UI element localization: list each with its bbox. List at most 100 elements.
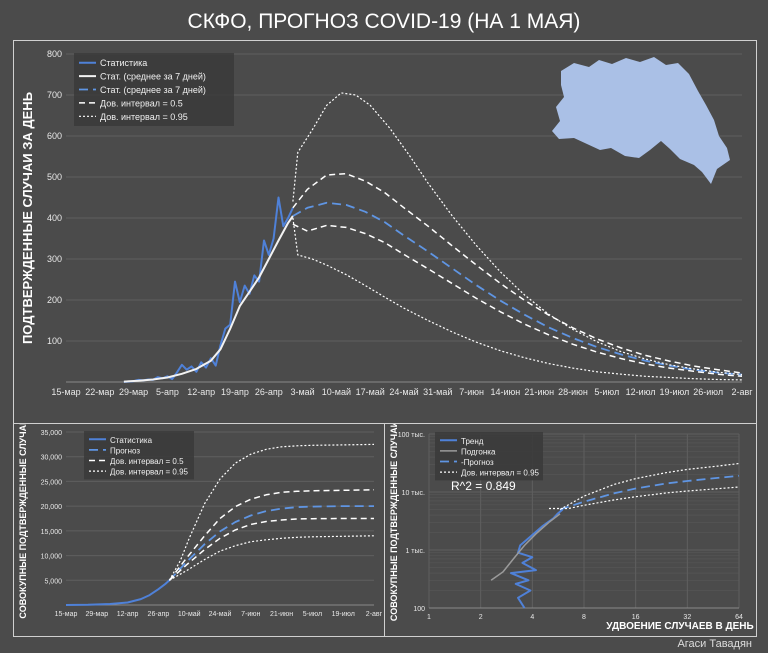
- x-tick-label: 10-май: [322, 387, 351, 397]
- cumulative-cases-chart: 5,000 10,000 15,000 20,000 25,000 30,000 35,00…: [18, 424, 383, 619]
- x-tick-label: 15-мар: [55, 611, 78, 618]
- series-line-dash-blue: [292, 201, 743, 376]
- series-line-solid-gray: [490, 513, 561, 581]
- x-tick-label: 19-июл: [332, 611, 355, 618]
- daily-cases-chart: 100 200 300 400 500 600 700 800 15-мар 22-мар 29-м…: [20, 49, 753, 397]
- y-tick-label: 200: [47, 295, 62, 305]
- y-tick-label: 700: [47, 90, 62, 100]
- x-tick-label: 21-июн: [524, 387, 554, 397]
- x-tick-label: 19-апр: [221, 387, 249, 397]
- x-tick-label: 14-июн: [491, 387, 521, 397]
- y-tick-label: 25,000: [41, 479, 63, 486]
- legend-entry: -Прогноз: [461, 458, 494, 467]
- x-tick-label: 12-апр: [187, 387, 215, 397]
- x-tick-label: 24-май: [389, 387, 418, 397]
- y-tick-label: 10 тыс.: [402, 490, 425, 497]
- y-axis-label: ПОДТВЕРЖДЕННЫЕ СЛУЧАИ ЗА ДЕНЬ: [20, 92, 35, 344]
- y-tick-label: 500: [47, 172, 62, 182]
- r-squared-annotation: R^2 = 0.849: [451, 479, 516, 493]
- series-line-dot-white: [549, 486, 740, 510]
- y-tick-label: 35,000: [41, 430, 63, 437]
- legend-entry: Дов. интервал = 0.95: [110, 468, 189, 477]
- series-line-dash-blue: [559, 474, 740, 511]
- x-tick-label: 29-мар: [119, 387, 148, 397]
- legend-entry: Стат. (среднее за 7 дней): [100, 85, 206, 95]
- author-credit: Агаси Тавадян: [677, 638, 752, 650]
- series-line-dash-blue: [168, 505, 374, 581]
- x-tick-label: 31-май: [423, 387, 452, 397]
- x-tick-label: 29-мар: [85, 611, 108, 618]
- legend-entry: Прогноз: [110, 446, 140, 455]
- y-tick-label: 100: [413, 606, 425, 613]
- legend-entry: Дов. интервал = 0.95: [461, 469, 540, 478]
- series-line-dot-white: [292, 92, 743, 376]
- x-axis-label: УДВОЕНИЕ СЛУЧАЕВ В ДЕНЬ: [606, 621, 753, 632]
- y-tick-label: 1 тыс.: [405, 548, 425, 555]
- region-map-shape: [552, 57, 730, 184]
- y-tick-label: 300: [47, 254, 62, 264]
- legend-entry: Дов. интервал = 0.5: [110, 457, 184, 466]
- x-tick-label: 2-авг: [366, 611, 383, 618]
- y-tick-label: 100: [47, 336, 62, 346]
- legend-entry: Подгонка: [461, 447, 496, 456]
- x-tick-label: 5-июл: [594, 387, 619, 397]
- y-tick-label: 20,000: [41, 504, 63, 511]
- x-tick-label: 26-июл: [693, 387, 723, 397]
- page-title: СКФО, ПРОГНОЗ COVID-19 (НА 1 МАЯ): [187, 10, 581, 33]
- x-tick-label: 15-мар: [51, 387, 80, 397]
- x-tick-label: 22-мар: [85, 387, 114, 397]
- y-tick-label: 30,000: [41, 455, 63, 462]
- legend-entry: Дов. интервал = 0.95: [100, 112, 188, 122]
- x-tick-label: 26-апр: [148, 611, 170, 618]
- doubling-chart: 100 1 тыс. 10 тыс. 100 тыс. 1 2 4 8 16 32 64 СОВОКУ…: [389, 424, 754, 632]
- series-line-solid-blue: [123, 196, 294, 383]
- series-line-dot-white: [559, 462, 740, 511]
- x-tick-label: 5-июл: [303, 611, 322, 618]
- legend-entry: Дов. интервал = 0.5: [100, 98, 183, 108]
- y-axis-label: СОВОКУПНЫЕ ПОДТВЕРЖДЕННЫЕ СЛУЧАИ: [18, 424, 28, 619]
- x-tick-label: 7-июн: [241, 611, 260, 618]
- y-tick-label: 15,000: [41, 529, 63, 536]
- x-tick-label: 12-апр: [117, 611, 139, 618]
- x-tick-label: 17-май: [356, 387, 385, 397]
- series-line-solid-white: [123, 215, 294, 383]
- y-tick-label: 10,000: [41, 554, 63, 561]
- legend-entry: Тренд: [461, 437, 484, 446]
- x-tick-label: 21-июн: [270, 611, 293, 618]
- x-tick-label: 12-июл: [626, 387, 656, 397]
- x-tick-label: 2: [479, 614, 483, 621]
- y-axis-label: СОВОКУПНЫЕ ПОДТВЕРЖДЕННЫЕ СЛУЧАИ: [389, 424, 399, 621]
- series-line-solid-blue: [65, 579, 171, 606]
- x-tick-label: 24-май: [209, 610, 232, 618]
- y-tick-label: 600: [47, 131, 62, 141]
- doubling-panel: 100 1 тыс. 10 тыс. 100 тыс. 1 2 4 8 16 32 64 СОВОКУ…: [384, 423, 757, 637]
- series-line-dash-white: [168, 489, 375, 581]
- series-line-dot-white: [292, 217, 743, 381]
- legend-entry: Статистика: [100, 58, 147, 68]
- legend-box: [74, 53, 234, 126]
- series-line-dash-white: [168, 517, 374, 581]
- x-tick-label: 10-май: [178, 610, 201, 618]
- legend-entry: Статистика: [110, 436, 153, 445]
- x-tick-label: 3-май: [290, 387, 314, 397]
- y-tick-label: 5,000: [44, 578, 62, 585]
- series-line-dot-white: [168, 443, 375, 581]
- cumulative-cases-panel: 5,000 10,000 15,000 20,000 25,000 30,000 35,00…: [13, 423, 385, 637]
- x-tick-label: 16: [632, 614, 640, 621]
- series-line-dot-white: [169, 535, 375, 581]
- daily-cases-panel: 100 200 300 400 500 600 700 800 15-мар 22-мар 29-м…: [13, 40, 757, 424]
- x-tick-label: 7-июн: [459, 387, 484, 397]
- x-tick-label: 64: [735, 614, 743, 621]
- x-tick-label: 19-июл: [659, 387, 689, 397]
- x-tick-label: 32: [683, 614, 691, 621]
- y-tick-label: 800: [47, 49, 62, 59]
- x-tick-label: 26-апр: [255, 387, 283, 397]
- x-tick-label: 2-авг: [731, 387, 753, 397]
- legend-entry: Стат. (среднее за 7 дней): [100, 72, 206, 82]
- y-tick-label: 100 тыс.: [398, 432, 425, 439]
- x-tick-label: 1: [427, 614, 431, 621]
- x-tick-label: 5-апр: [156, 387, 179, 397]
- series-line-dash-white: [292, 172, 743, 374]
- y-tick-label: 400: [47, 213, 62, 223]
- series-line-dash-white: [292, 223, 743, 378]
